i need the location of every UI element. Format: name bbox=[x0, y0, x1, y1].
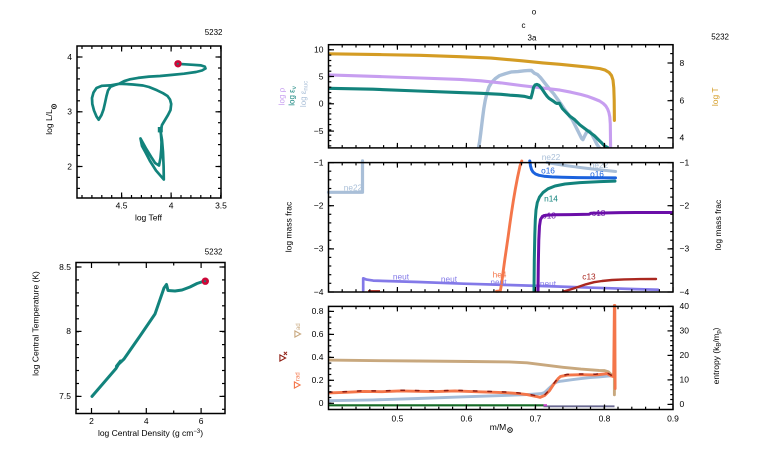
svg-text:o16: o16 bbox=[541, 166, 555, 176]
svg-text:n14: n14 bbox=[544, 194, 558, 204]
svg-text:0.6: 0.6 bbox=[460, 414, 472, 424]
svg-text:log εν: log εν bbox=[288, 86, 299, 105]
svg-text:0.4: 0.4 bbox=[312, 352, 324, 362]
svg-text:0.9: 0.9 bbox=[667, 414, 679, 424]
svg-text:5232: 5232 bbox=[205, 248, 223, 257]
svg-text:log εnuc: log εnuc bbox=[299, 81, 310, 107]
svg-text:o: o bbox=[532, 8, 537, 17]
svg-text:5232: 5232 bbox=[205, 28, 223, 37]
svg-text:3a: 3a bbox=[528, 34, 537, 43]
svg-text:0: 0 bbox=[319, 99, 324, 109]
svg-text:log ρ: log ρ bbox=[278, 87, 287, 105]
svg-text:30: 30 bbox=[680, 326, 690, 336]
svg-text:8.5: 8.5 bbox=[59, 262, 71, 272]
svg-text:3: 3 bbox=[67, 107, 72, 117]
svg-text:−3: −3 bbox=[680, 244, 690, 254]
svg-text:4: 4 bbox=[67, 52, 72, 62]
svg-text:log L/L: log L/L bbox=[44, 109, 54, 135]
svg-text:entropy (kB/mp): entropy (kB/mp) bbox=[711, 327, 723, 384]
svg-text:10: 10 bbox=[314, 45, 324, 55]
svg-text:4: 4 bbox=[144, 416, 149, 426]
svg-text:20: 20 bbox=[680, 350, 690, 360]
svg-text:neut: neut bbox=[441, 274, 458, 284]
svg-text:0: 0 bbox=[680, 399, 685, 409]
svg-text:m/M: m/M bbox=[490, 422, 507, 432]
svg-text:neut: neut bbox=[540, 279, 557, 289]
svg-text:ne22: ne22 bbox=[344, 182, 363, 192]
svg-text:0.6: 0.6 bbox=[312, 329, 324, 339]
svg-text:0.8: 0.8 bbox=[599, 414, 611, 424]
svg-text:log Teff: log Teff bbox=[135, 213, 163, 223]
svg-text:2: 2 bbox=[67, 161, 72, 171]
svg-text:he4: he4 bbox=[493, 270, 507, 280]
svg-text:4.5: 4.5 bbox=[116, 201, 128, 211]
svg-text:3.5: 3.5 bbox=[215, 201, 227, 211]
svg-text:8: 8 bbox=[66, 326, 71, 336]
svg-text:−2: −2 bbox=[680, 201, 690, 211]
svg-text:7.5: 7.5 bbox=[59, 391, 71, 401]
svg-text:−1: −1 bbox=[314, 157, 324, 167]
svg-text:−5: −5 bbox=[314, 126, 324, 136]
svg-text:2: 2 bbox=[89, 416, 94, 426]
svg-text:10: 10 bbox=[680, 375, 690, 385]
svg-text:log Central Density (g cm−3): log Central Density (g cm−3) bbox=[98, 428, 203, 438]
svg-text:4: 4 bbox=[680, 133, 685, 143]
svg-text:log mass frac: log mass frac bbox=[713, 199, 723, 250]
svg-text:log mass frac: log mass frac bbox=[284, 201, 294, 252]
svg-text:6: 6 bbox=[199, 416, 204, 426]
svg-text:ad: ad bbox=[296, 323, 302, 330]
svg-text:−2: −2 bbox=[314, 201, 324, 211]
svg-text:0.7: 0.7 bbox=[530, 414, 542, 424]
svg-text:4: 4 bbox=[169, 201, 174, 211]
svg-text:neut: neut bbox=[393, 271, 410, 281]
svg-text:ne22: ne22 bbox=[542, 152, 561, 162]
svg-text:40: 40 bbox=[680, 301, 690, 311]
svg-text:5: 5 bbox=[319, 71, 324, 81]
svg-text:o16: o16 bbox=[590, 169, 604, 179]
svg-text:rad: rad bbox=[296, 372, 302, 381]
svg-text:ne22: ne22 bbox=[590, 160, 609, 170]
svg-text:−4: −4 bbox=[314, 287, 324, 297]
svg-text:−3: −3 bbox=[314, 244, 324, 254]
svg-text:6: 6 bbox=[680, 96, 685, 106]
svg-text:c13: c13 bbox=[582, 272, 596, 282]
svg-text:c: c bbox=[522, 21, 526, 30]
svg-text:log T: log T bbox=[710, 87, 720, 106]
svg-text:5232: 5232 bbox=[711, 32, 729, 41]
svg-text:o18: o18 bbox=[592, 208, 606, 218]
svg-text:0.8: 0.8 bbox=[312, 306, 324, 316]
svg-text:o18: o18 bbox=[542, 210, 556, 220]
svg-text:0: 0 bbox=[319, 398, 324, 408]
svg-text:log Central Temperature (K): log Central Temperature (K) bbox=[31, 271, 41, 376]
svg-text:−1: −1 bbox=[680, 157, 690, 167]
svg-text:8: 8 bbox=[680, 58, 685, 68]
svg-text:−4: −4 bbox=[680, 287, 690, 297]
svg-text:0.2: 0.2 bbox=[312, 375, 324, 385]
svg-text:neut: neut bbox=[490, 277, 507, 287]
svg-text:0.5: 0.5 bbox=[391, 414, 403, 424]
